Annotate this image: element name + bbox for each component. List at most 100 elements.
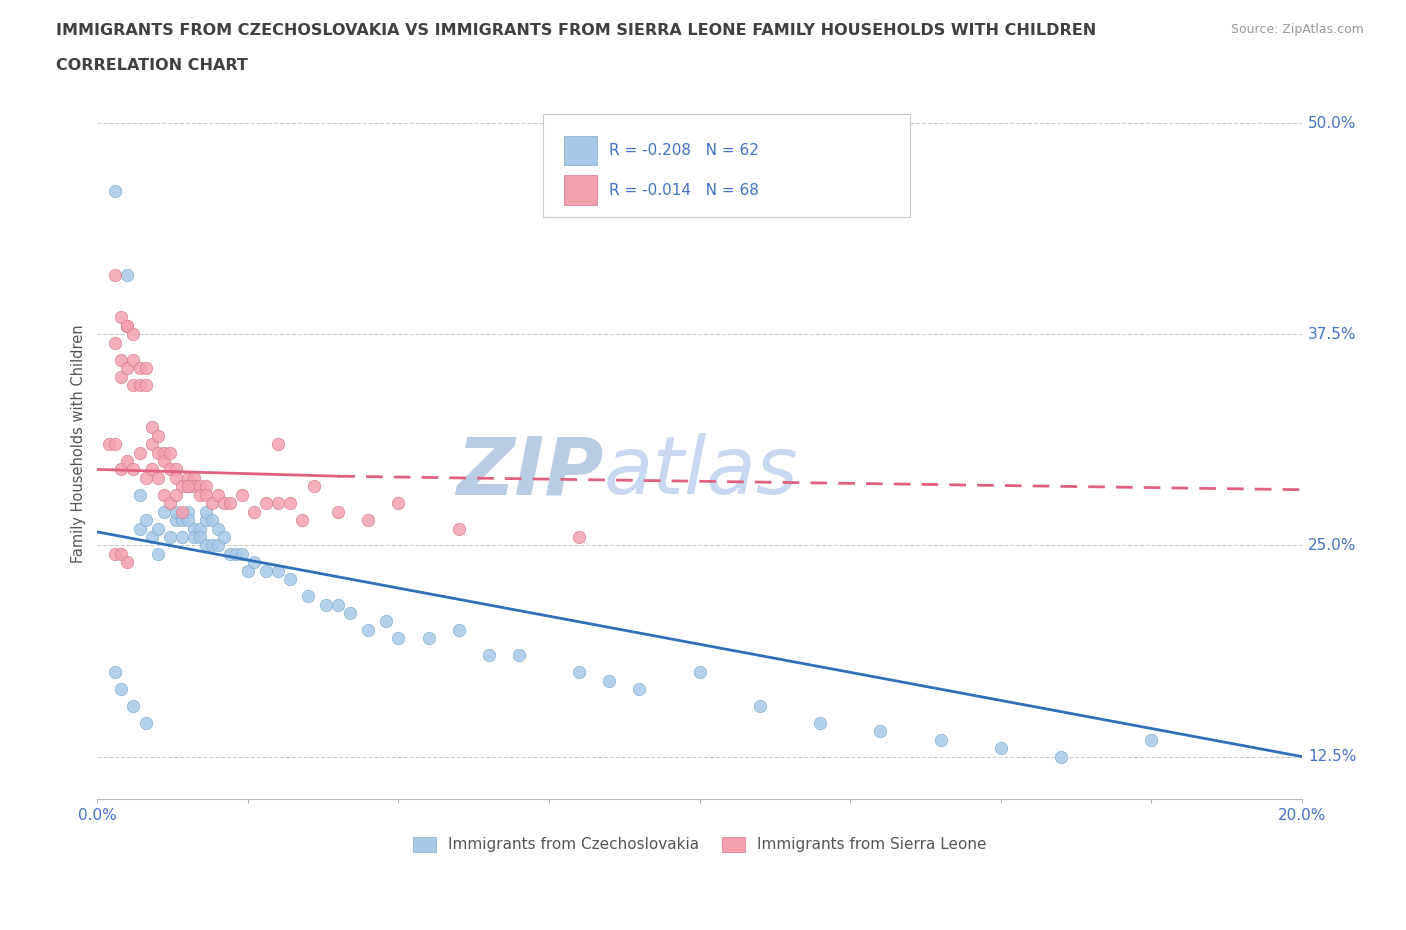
Point (165, 504, 187, 519)
Point (135, 378, 157, 392)
Text: R = -0.014   N = 68: R = -0.014 N = 68 (609, 182, 759, 198)
Point (194, 479, 217, 494)
Point (628, 682, 651, 697)
Point (278, 496, 301, 511)
Point (135, 471, 157, 485)
Point (98, 437, 121, 452)
Point (152, 454, 174, 469)
Point (135, 361, 157, 376)
Point (387, 496, 409, 511)
Point (194, 487, 217, 502)
Y-axis label: Family Households with Children: Family Households with Children (72, 325, 86, 564)
Point (176, 479, 198, 494)
Point (110, 547, 132, 562)
Text: R = -0.208   N = 62: R = -0.208 N = 62 (609, 143, 759, 158)
Bar (564, 136, 598, 166)
Point (117, 318, 139, 333)
Point (418, 631, 440, 645)
Point (254, 564, 277, 578)
Point (135, 512, 157, 527)
Point (302, 479, 325, 494)
Point (231, 487, 253, 502)
Point (568, 665, 591, 680)
Text: 37.5%: 37.5% (1308, 326, 1357, 342)
Point (176, 512, 198, 527)
Point (159, 445, 181, 460)
Point (146, 547, 169, 562)
Point (117, 268, 139, 283)
Point (188, 529, 211, 544)
Point (152, 487, 174, 502)
Point (508, 648, 530, 663)
Point (104, 183, 127, 198)
Point (128, 378, 150, 392)
Point (159, 529, 181, 544)
Point (212, 496, 235, 511)
Point (869, 724, 891, 738)
Point (315, 597, 337, 612)
Point (110, 462, 132, 477)
Point (339, 605, 361, 620)
Point (165, 462, 187, 477)
Point (990, 740, 1012, 755)
Text: 50.0%: 50.0% (1308, 115, 1357, 131)
Point (201, 538, 224, 553)
Point (110, 352, 132, 367)
Point (104, 437, 127, 452)
Point (117, 361, 139, 376)
Point (808, 715, 831, 730)
Point (141, 462, 163, 477)
Point (117, 555, 139, 570)
Point (117, 454, 139, 469)
Text: Source: ZipAtlas.com: Source: ZipAtlas.com (1230, 23, 1364, 36)
Point (201, 512, 224, 527)
Text: ZIP: ZIP (456, 433, 603, 512)
Point (170, 504, 193, 519)
Point (194, 512, 217, 527)
Point (236, 564, 259, 578)
Point (159, 462, 181, 477)
Point (104, 268, 127, 283)
Point (254, 496, 277, 511)
Point (1050, 750, 1073, 764)
Point (243, 555, 266, 570)
Point (122, 352, 145, 367)
Point (128, 361, 150, 376)
Point (170, 479, 193, 494)
Point (598, 673, 620, 688)
Point (328, 597, 350, 612)
Point (207, 521, 229, 536)
Point (212, 529, 235, 544)
Point (141, 419, 163, 434)
Point (207, 487, 229, 502)
Point (1140, 732, 1163, 747)
Point (183, 471, 205, 485)
Point (297, 589, 319, 604)
Point (387, 631, 409, 645)
Point (357, 622, 380, 637)
Point (183, 479, 205, 494)
Point (218, 547, 240, 562)
Point (135, 715, 157, 730)
Text: atlas: atlas (603, 433, 799, 512)
Point (110, 369, 132, 384)
Point (128, 487, 150, 502)
Point (122, 462, 145, 477)
Point (447, 622, 470, 637)
Point (478, 648, 501, 663)
Point (188, 521, 211, 536)
Point (188, 487, 211, 502)
Point (201, 496, 224, 511)
Point (176, 471, 198, 485)
Point (243, 504, 266, 519)
Point (291, 512, 314, 527)
Point (568, 529, 591, 544)
Text: 12.5%: 12.5% (1308, 749, 1357, 764)
Text: CORRELATION CHART: CORRELATION CHART (56, 58, 247, 73)
Bar (564, 175, 598, 205)
Point (231, 547, 253, 562)
Point (146, 471, 169, 485)
Text: IMMIGRANTS FROM CZECHOSLOVAKIA VS IMMIGRANTS FROM SIERRA LEONE FAMILY HOUSEHOLDS: IMMIGRANTS FROM CZECHOSLOVAKIA VS IMMIGR… (56, 23, 1097, 38)
Point (375, 614, 398, 629)
Point (122, 698, 145, 713)
